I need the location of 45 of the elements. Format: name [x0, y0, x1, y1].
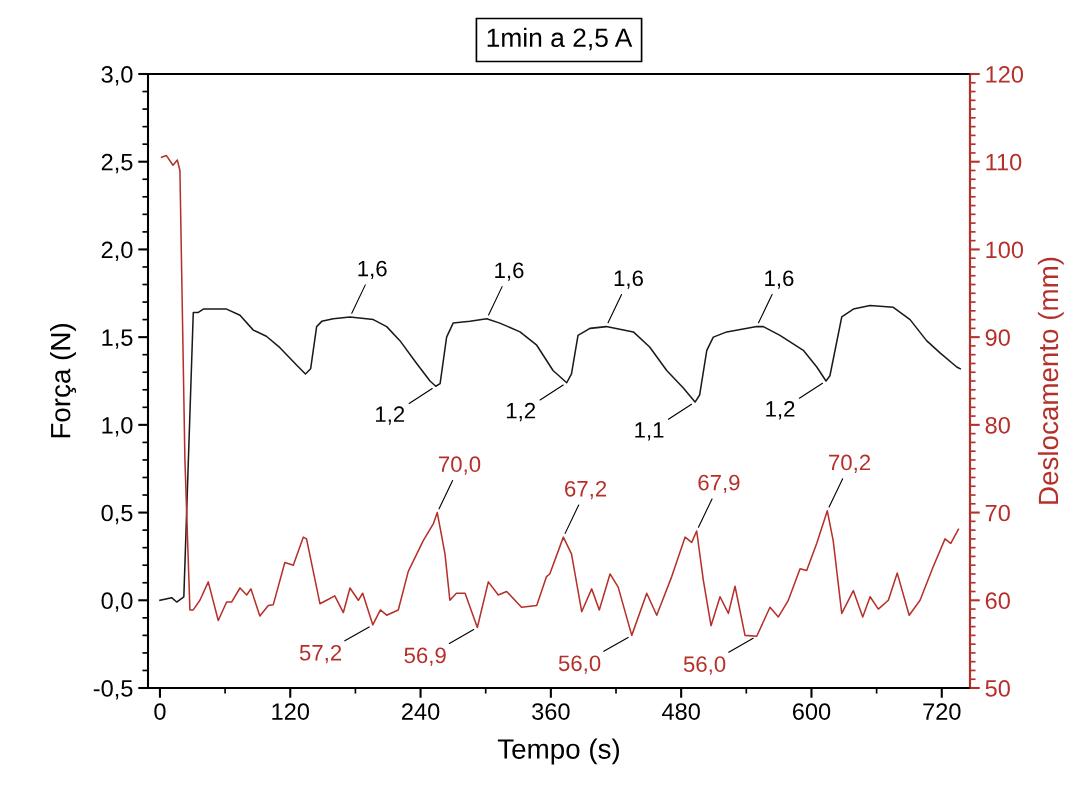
y-tick-label: 0,5: [101, 504, 133, 525]
y-tick-label: 1,0: [102, 416, 133, 437]
x-tick-label: 0: [154, 703, 166, 720]
x-tick-label: 120: [272, 703, 310, 720]
y2-tick-label: 50: [985, 680, 1010, 697]
annotation: 1,2: [506, 402, 536, 422]
annotation: 1,2: [766, 401, 795, 420]
y2-tick-label: 70: [985, 504, 1010, 522]
y2-tick-label: 60: [985, 592, 1010, 610]
x-tick-label: 720: [923, 703, 961, 720]
annotation: 1,6: [765, 270, 794, 289]
y-tick-label: 1,5: [102, 329, 133, 349]
x-axis-title: Tempo (s): [497, 738, 620, 765]
y-tick-label: 2,5: [101, 153, 133, 174]
y-tick-label: 2,0: [101, 241, 133, 262]
y-tick-label: -0,5: [93, 680, 133, 700]
x-tick-label: 600: [792, 703, 831, 720]
annotation: 67,9: [698, 474, 740, 494]
annotation: 67,2: [565, 480, 607, 500]
y2-tick-label: 100: [986, 241, 1024, 259]
annotation: 57,2: [299, 644, 342, 664]
annotation: 1,2: [376, 406, 405, 425]
y2-tick-label: 80: [985, 416, 1010, 434]
x-tick-label: 240: [402, 703, 440, 720]
y2-tick-label: 120: [986, 66, 1024, 83]
annotation: 56,9: [404, 647, 446, 666]
y2-axis-title: Deslocamento (mm): [1037, 257, 1064, 504]
annotation: 70,0: [439, 456, 481, 475]
annotation: 1,6: [495, 262, 524, 281]
annotation: 56,0: [683, 656, 726, 675]
annotation: 1,1: [635, 422, 664, 441]
line-series: [159, 304, 961, 603]
y2-tick-label: 110: [986, 153, 1022, 171]
x-tick-label: 480: [662, 703, 700, 720]
x-tick-label: 360: [532, 703, 570, 720]
y-axis-title: Força (N): [50, 324, 77, 438]
line-series: [160, 154, 960, 638]
annotation: 1,6: [358, 260, 387, 280]
chart-title: 1min a 2,5 A: [487, 27, 633, 51]
annotation: 56,0: [558, 655, 601, 674]
y2-tick-label: 90: [985, 329, 1010, 346]
y-tick-label: 3,0: [101, 66, 133, 86]
annotation: 1,6: [614, 270, 643, 289]
y-tick-label: 0,0: [101, 592, 133, 612]
annotation: 70,2: [829, 454, 871, 473]
